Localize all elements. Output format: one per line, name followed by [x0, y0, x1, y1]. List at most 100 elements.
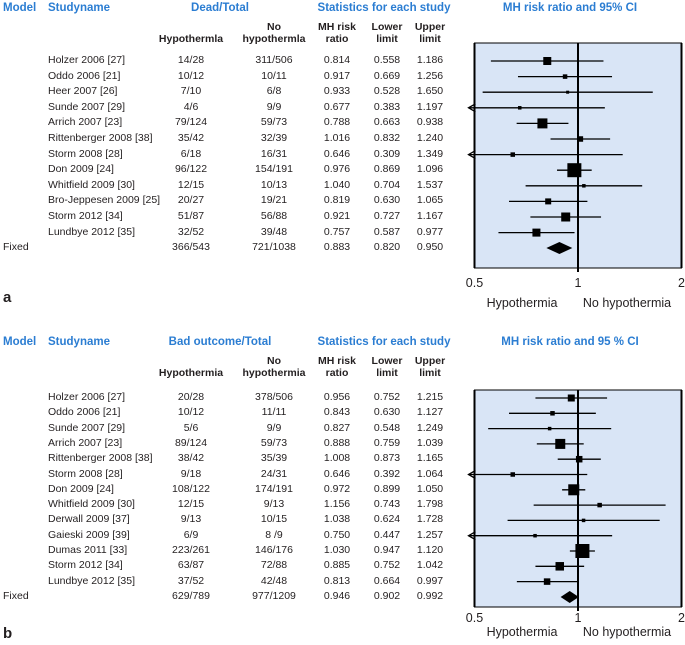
study-name: Sunde 2007 [29]	[48, 100, 126, 113]
study-row: Lundbye 2012 [35] 32/52 39/48 0.757 0.587 0.9…	[0, 226, 460, 239]
no-hypothermia-count: 9/13	[263, 498, 285, 511]
study-row: Arrich 2007 [23] 89/124 59/73 0.888 0.759 1.0…	[0, 437, 460, 450]
subheader-nohypo-line1-b: No	[267, 355, 281, 367]
effect-square	[550, 411, 555, 416]
lower-limit: 0.902	[373, 590, 401, 602]
risk-ratio: 0.885	[323, 559, 351, 572]
lower-limit: 0.548	[373, 421, 401, 434]
study-row: Sunde 2007 [29] 4/6 9/9 0.677 0.383 1.197	[0, 101, 460, 114]
study-row: Heer 2007 [26] 7/10 6/8 0.933 0.528 1.650	[0, 85, 460, 98]
effect-square	[567, 394, 575, 402]
ci-arrow-left	[467, 150, 476, 160]
study-row: Sunde 2007 [29] 5/6 9/9 0.827 0.548 1.249	[0, 422, 460, 435]
subheader-lower-line1-a: Lower	[371, 21, 403, 33]
subheader-ratio-line2-b: ratio	[325, 367, 349, 379]
study-name: Oddo 2006 [21]	[48, 69, 121, 82]
hypothermia-count: 38/42	[177, 452, 205, 465]
upper-limit: 1.650	[416, 85, 444, 98]
risk-ratio: 0.646	[323, 467, 351, 480]
study-row: Holzer 2006 [27] 14/28 311/506 0.814 0.558 1.…	[0, 54, 460, 67]
upper-limit: 0.977	[416, 225, 444, 238]
plot-title-b: MH risk ratio and 95 % CI	[501, 336, 639, 348]
study-name: Rittenberger 2008 [38]	[48, 132, 153, 144]
upper-limit: 1.256	[416, 69, 444, 82]
no-hypothermia-count: 9/9	[266, 421, 282, 434]
lower-limit: 0.820	[373, 241, 401, 253]
lower-limit: 0.663	[373, 116, 401, 129]
ci-arrow-left	[467, 531, 476, 541]
hypothermia-count: 20/27	[177, 194, 205, 207]
lower-limit: 0.624	[373, 513, 401, 526]
study-row: Derwall 2009 [37] 9/13 10/15 1.038 0.624 1.72…	[0, 513, 460, 526]
risk-ratio: 0.819	[323, 194, 351, 207]
study-name: Whitfield 2009 [30]	[48, 498, 135, 511]
no-hypothermia-count: 35/39	[260, 452, 288, 465]
effect-square	[537, 118, 548, 129]
risk-ratio: 0.946	[323, 590, 351, 602]
study-name: Dumas 2011 [33]	[48, 544, 128, 556]
subheader-nohypo-line1-a: No	[267, 21, 281, 33]
upper-limit: 0.938	[416, 116, 444, 129]
lower-limit: 0.630	[373, 406, 401, 419]
study-name: Storm 2008 [28]	[48, 147, 123, 160]
hypothermia-count: 51/87	[177, 210, 205, 222]
effect-square	[547, 426, 552, 431]
upper-limit: 1.050	[416, 482, 444, 495]
no-hypothermia-count: 10/15	[260, 513, 288, 526]
risk-ratio: 0.646	[323, 147, 351, 160]
study-row: Storm 2008 [28] 9/18 24/31 0.646 0.392 1.064	[0, 468, 460, 481]
risk-ratio: 0.921	[323, 210, 351, 222]
risk-ratio: 0.677	[323, 100, 351, 113]
upper-limit: 1.349	[416, 147, 444, 160]
study-row: Whitfield 2009 [30] 12/15 10/13 1.040 0.704 1…	[0, 179, 460, 192]
lower-limit: 0.759	[373, 436, 401, 449]
hypothermia-count: 9/13	[180, 513, 202, 526]
subheader-upper-line2-a: limit	[419, 33, 441, 45]
lower-limit: 0.383	[373, 100, 401, 113]
subheader-lower-line1-b: Lower	[371, 355, 403, 367]
hypothermia-count: 32/52	[177, 225, 205, 238]
lower-limit: 0.752	[373, 559, 401, 572]
effect-square	[582, 184, 586, 188]
x-tick-label: 2	[678, 611, 685, 625]
subheader-upper-line2-b: limit	[419, 367, 441, 379]
upper-limit: 1.215	[416, 391, 444, 403]
no-hypothermia-count: 59/73	[260, 436, 288, 449]
upper-limit: 1.042	[416, 559, 444, 572]
effect-square	[533, 533, 537, 538]
hypothermia-count: 12/15	[177, 178, 205, 191]
subheader-hypothermia-b: Hypothermia	[158, 367, 224, 379]
study-row: Rittenberger 2008 [38] 35/42 32/39 1.016 0.8…	[0, 132, 460, 145]
forest-plot-a: 0.5 1 2 Hypothermia No hypothermia	[466, 42, 685, 310]
upper-limit: 1.728	[416, 513, 444, 526]
upper-limit: 1.120	[416, 544, 444, 556]
pooled-diamond	[546, 242, 573, 254]
study-name: Gaieski 2009 [39]	[48, 528, 130, 541]
hypothermia-count: 7/10	[180, 85, 202, 98]
hypothermia-count: 12/15	[177, 498, 205, 511]
upper-limit: 1.537	[416, 178, 444, 191]
lower-limit: 0.743	[373, 498, 401, 511]
col-header-stats-b: Statistics for each study	[317, 336, 451, 348]
upper-limit: 1.064	[416, 467, 444, 480]
study-name: Whitfield 2009 [30]	[48, 178, 135, 191]
hypothermia-count: 10/12	[177, 406, 205, 419]
x-tick-label: 2	[678, 276, 685, 290]
study-name: Bro-Jeppesen 2009 [25]	[48, 194, 161, 207]
no-hypothermia-count: 59/73	[260, 116, 288, 129]
pooled-row: 366/543 721/1038 0.883 0.820 0.950	[0, 241, 460, 254]
col-header-studyname-b: Studyname	[48, 336, 110, 348]
no-hypothermia-count: 16/31	[260, 147, 288, 160]
upper-limit: 1.798	[416, 498, 444, 511]
no-hypothermia-count: 154/191	[255, 163, 293, 176]
study-row: Oddo 2006 [21] 10/12 10/11 0.917 0.669 1.256	[0, 70, 460, 83]
upper-limit: 1.039	[416, 436, 444, 449]
hypothermia-count: 37/52	[177, 574, 205, 587]
study-name: Storm 2012 [34]	[48, 210, 123, 222]
hypothermia-count: 6/18	[180, 147, 202, 160]
no-hypothermia-count: 10/11	[261, 69, 287, 82]
x-tick-label: 1	[575, 611, 582, 625]
no-hypothermia-count: 19/21	[260, 194, 288, 207]
study-row: Lundbye 2012 [35] 37/52 42/48 0.813 0.664 0.9…	[0, 575, 460, 588]
lower-limit: 0.630	[373, 194, 401, 207]
